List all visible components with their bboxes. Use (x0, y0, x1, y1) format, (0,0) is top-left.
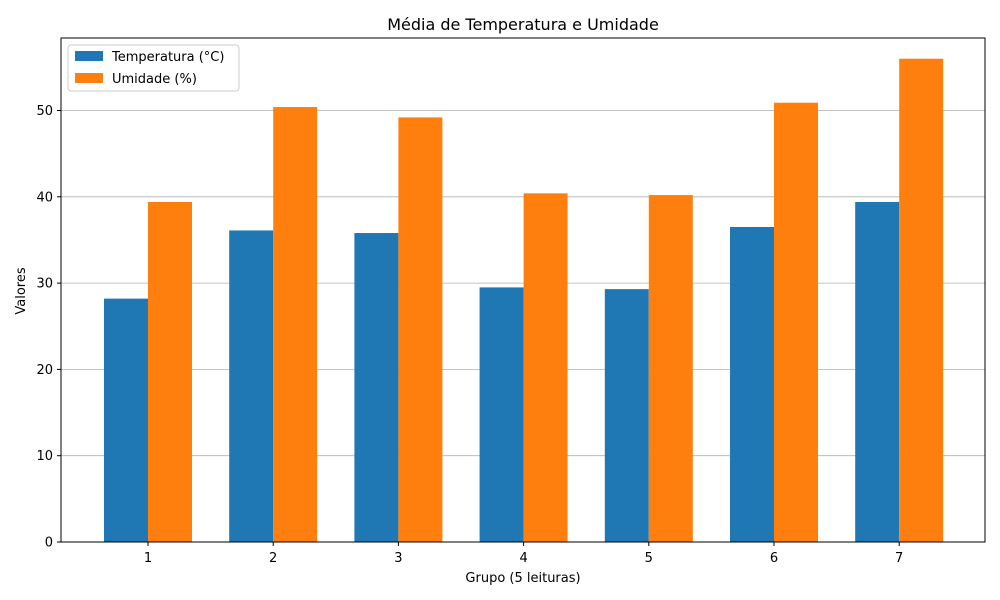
bar-umidade-2 (273, 107, 318, 542)
y-tick-label: 40 (36, 190, 53, 205)
bar-temperatura-3 (354, 233, 399, 543)
legend-swatch (75, 73, 103, 83)
y-tick-label: 0 (45, 536, 53, 551)
bar-temperatura-5 (604, 289, 649, 542)
legend-label: Umidade (%) (112, 72, 197, 87)
legend-swatch (75, 51, 103, 61)
legend: Temperatura (°C) Umidade (%) (67, 44, 240, 92)
plot-frame (60, 37, 986, 543)
bar-umidade-6 (774, 102, 818, 543)
legend-box (67, 44, 240, 92)
x-tick-label: 7 (895, 551, 903, 566)
bar-umidade-3 (398, 117, 443, 542)
x-tick-label: 1 (144, 551, 152, 566)
bar-temperatura-1 (104, 298, 148, 542)
y-tick-label: 50 (36, 104, 53, 119)
y-tick-label: 20 (36, 363, 53, 378)
x-tick-label: 5 (645, 551, 653, 566)
bar-temperatura-4 (479, 287, 524, 542)
bar-umidade-1 (148, 201, 192, 542)
bar-umidade-7 (899, 58, 944, 542)
bar-temperatura-7 (855, 201, 900, 542)
legend-label: Temperatura (°C) (111, 50, 224, 65)
chart-title: Média de Temperatura e Umidade (387, 15, 659, 34)
axes-layer: 0 10 20 30 40 50 1 2 3 4 5 6 7 (36, 37, 986, 566)
x-tick-label: 6 (770, 551, 778, 566)
x-axis-label: Grupo (5 leituras) (465, 571, 580, 586)
x-tick-label: 2 (269, 551, 277, 566)
y-axis-label: Valores (14, 267, 29, 314)
y-tick-label: 30 (36, 277, 53, 292)
x-tick-label: 4 (519, 551, 527, 566)
x-tick-label: 3 (394, 551, 402, 566)
y-tick-label: 10 (36, 449, 53, 464)
bar-umidade-5 (648, 195, 693, 543)
bars-layer (104, 58, 944, 543)
bar-umidade-4 (523, 193, 568, 542)
bar-temperatura-6 (730, 227, 774, 542)
bar-temperatura-2 (229, 230, 274, 542)
